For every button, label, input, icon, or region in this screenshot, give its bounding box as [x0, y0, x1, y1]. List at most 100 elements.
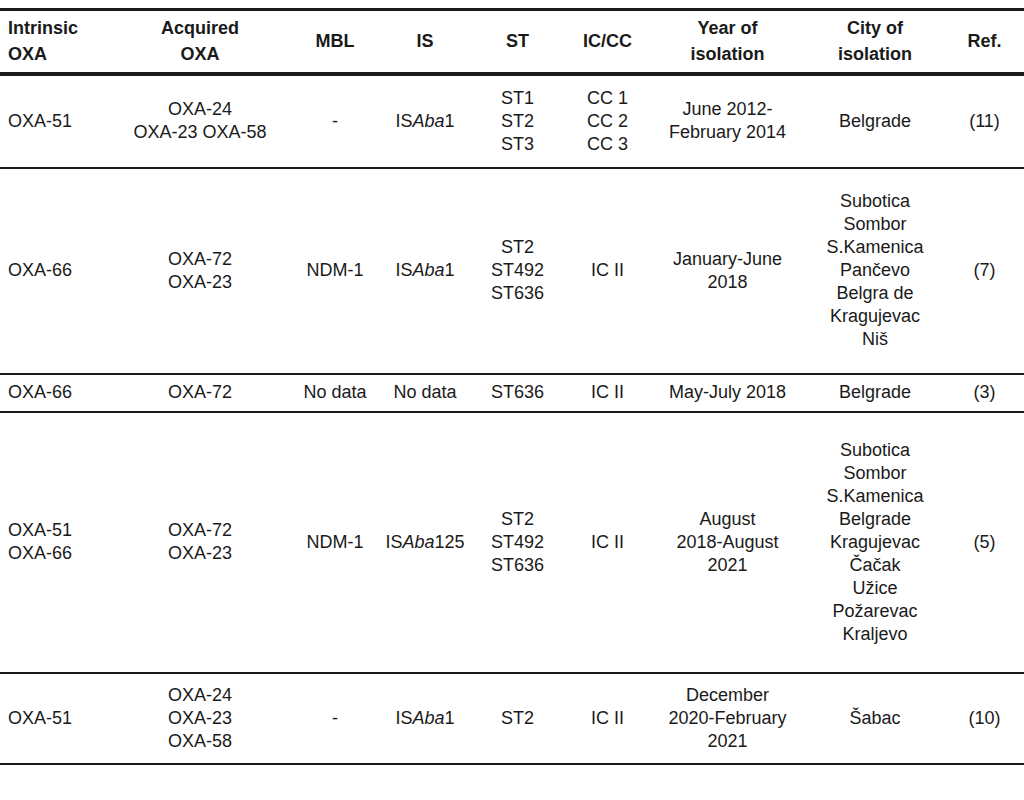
cell-line: S.Kamenica [807, 485, 943, 508]
gene-name-text: IS [385, 532, 402, 552]
column-header-ref: Ref. [945, 10, 1024, 74]
cell-st: ST2ST492ST636 [470, 168, 565, 374]
column-header-mbl: MBL [290, 10, 380, 74]
cell-line: Sombor [807, 213, 943, 236]
column-header-intrinsic_oxa: IntrinsicOXA [0, 10, 110, 74]
cell-line: OXA-72 [112, 519, 288, 542]
cell-line: OXA-72 [112, 248, 288, 271]
cell-line: OXA-58 [112, 730, 288, 753]
cell-line: ISAba1 [382, 259, 468, 282]
cell-year: August2018-August2021 [650, 412, 805, 673]
cell-line: May-July 2018 [652, 381, 803, 404]
cell-city: Belgrade [805, 374, 945, 412]
table-body: OXA-51OXA-24OXA-23 OXA-58-ISAba1ST1ST2ST… [0, 74, 1024, 764]
cell-line: ST1 [472, 87, 563, 110]
cell-line: (11) [947, 110, 1022, 133]
cell-city: Šabac [805, 673, 945, 764]
cell-ref: (7) [945, 168, 1024, 374]
cell-mbl: No data [290, 374, 380, 412]
cell-line: MBL [292, 28, 378, 54]
cell-line: ST636 [472, 554, 563, 577]
table-row: OXA-66OXA-72No dataNo dataST636IC IIMay-… [0, 374, 1024, 412]
cell-is: No data [380, 374, 470, 412]
cell-line: ST2 [472, 236, 563, 259]
table-header-row: IntrinsicOXAAcquiredOXAMBLISSTIC/CCYear … [0, 10, 1024, 74]
cell-line: Belgra de [807, 282, 943, 305]
table-row: OXA-51OXA-66OXA-72OXA-23NDM-1ISAba125ST2… [0, 412, 1024, 673]
cell-line: OXA-23 [112, 542, 288, 565]
cell-intrinsic_oxa: OXA-66 [0, 168, 110, 374]
cell-line: June 2012- [652, 98, 803, 121]
cell-line: Subotica [807, 190, 943, 213]
cell-line: OXA-24 [112, 684, 288, 707]
cell-line: No data [382, 381, 468, 404]
cell-intrinsic_oxa: OXA-51 [0, 673, 110, 764]
cell-line: Belgrade [807, 110, 943, 133]
cell-line: OXA-66 [8, 259, 108, 282]
cell-st: ST636 [470, 374, 565, 412]
isolates-table: IntrinsicOXAAcquiredOXAMBLISSTIC/CCYear … [0, 8, 1024, 765]
cell-line: Belgrade [807, 381, 943, 404]
cell-line: OXA-23 OXA-58 [112, 121, 288, 144]
table-row: OXA-51OXA-24OXA-23 OXA-58-ISAba1ST1ST2ST… [0, 74, 1024, 168]
cell-line: City of [807, 15, 943, 41]
cell-city: SuboticaSomborS.KamenicaBelgradeKragujev… [805, 412, 945, 673]
gene-name-italic: Aba [412, 260, 444, 280]
cell-line: OXA-51 [8, 110, 108, 133]
gene-name-text: 1 [445, 260, 455, 280]
cell-line: Year of [652, 15, 803, 41]
cell-line: S.Kamenica [807, 236, 943, 259]
cell-line: IC II [567, 707, 648, 730]
cell-acquired_oxa: OXA-72 [110, 374, 290, 412]
cell-line: Kraljevo [807, 623, 943, 646]
cell-ic_cc: IC II [565, 168, 650, 374]
cell-line: ST3 [472, 133, 563, 156]
cell-line: IS [382, 28, 468, 54]
cell-line: isolation [807, 41, 943, 67]
cell-city: Belgrade [805, 74, 945, 168]
cell-line: (3) [947, 381, 1022, 404]
cell-ref: (10) [945, 673, 1024, 764]
cell-ic_cc: CC 1CC 2CC 3 [565, 74, 650, 168]
column-header-ic_cc: IC/CC [565, 10, 650, 74]
cell-st: ST2ST492ST636 [470, 412, 565, 673]
gene-name-text: 125 [435, 532, 465, 552]
cell-line: Pančevo [807, 259, 943, 282]
cell-line: 2021 [652, 730, 803, 753]
cell-line: Čačak [807, 554, 943, 577]
cell-st: ST2 [470, 673, 565, 764]
gene-name-text: 1 [445, 708, 455, 728]
cell-line: CC 1 [567, 87, 648, 110]
cell-line: OXA-24 [112, 98, 288, 121]
cell-line: 2018 [652, 271, 803, 294]
cell-line: NDM-1 [292, 259, 378, 282]
page: IntrinsicOXAAcquiredOXAMBLISSTIC/CCYear … [0, 0, 1024, 800]
cell-line: ISAba1 [382, 707, 468, 730]
cell-ic_cc: IC II [565, 412, 650, 673]
cell-intrinsic_oxa: OXA-66 [0, 374, 110, 412]
cell-acquired_oxa: OXA-72OXA-23 [110, 412, 290, 673]
cell-st: ST1ST2ST3 [470, 74, 565, 168]
cell-is: ISAba1 [380, 673, 470, 764]
cell-line: ST492 [472, 531, 563, 554]
cell-mbl: - [290, 673, 380, 764]
table-row: OXA-66OXA-72OXA-23NDM-1ISAba1ST2ST492ST6… [0, 168, 1024, 374]
cell-ic_cc: IC II [565, 673, 650, 764]
cell-year: May-July 2018 [650, 374, 805, 412]
cell-line: OXA-23 [112, 707, 288, 730]
cell-year: January-June2018 [650, 168, 805, 374]
cell-line: ST492 [472, 259, 563, 282]
table-row: OXA-51OXA-24OXA-23OXA-58-ISAba1ST2IC IID… [0, 673, 1024, 764]
cell-is: ISAba1 [380, 168, 470, 374]
cell-line: Belgrade [807, 508, 943, 531]
gene-name-italic: Aba [412, 708, 444, 728]
cell-line: Intrinsic [8, 15, 108, 41]
cell-line: OXA [112, 41, 288, 67]
cell-city: SuboticaSomborS.KamenicaPančevoBelgra de… [805, 168, 945, 374]
cell-line: Sombor [807, 462, 943, 485]
cell-line: IC II [567, 531, 648, 554]
cell-ic_cc: IC II [565, 374, 650, 412]
cell-line: 2021 [652, 554, 803, 577]
gene-name-text: 1 [445, 111, 455, 131]
cell-line: ST [472, 28, 563, 54]
